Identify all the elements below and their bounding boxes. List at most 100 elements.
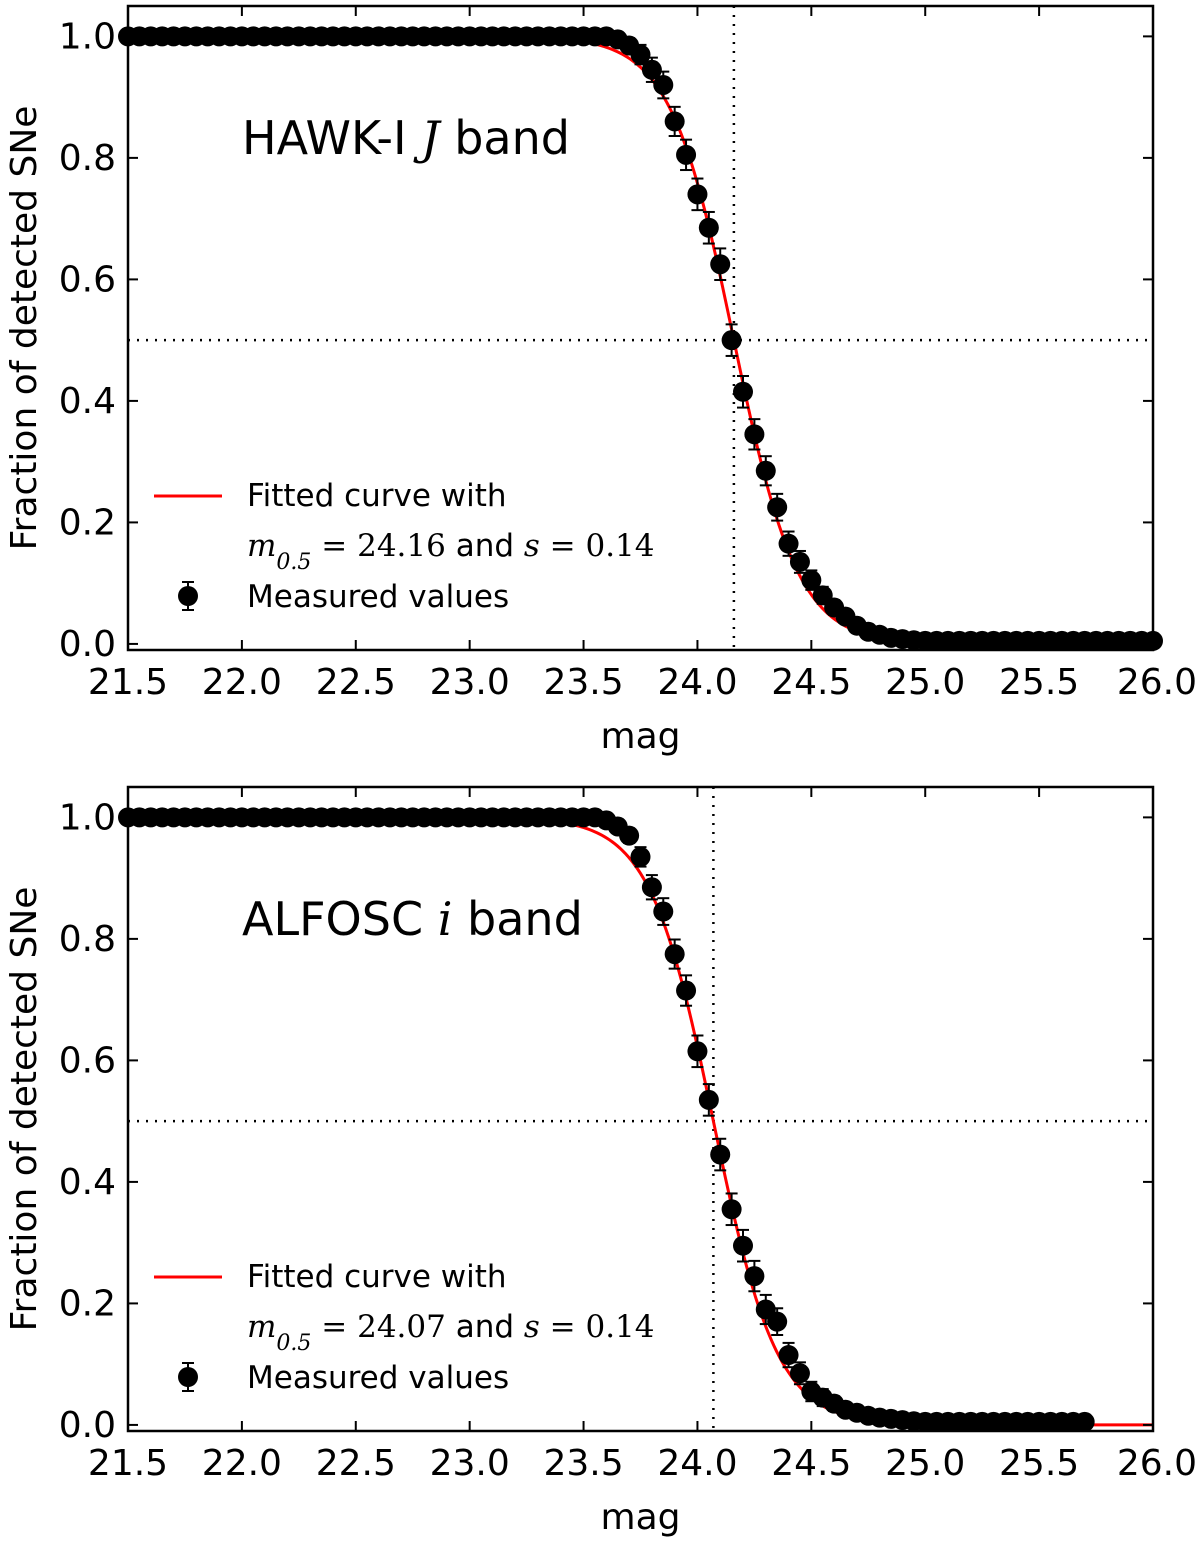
legend-fit-params: m0.5 = 24.16 and s = 0.14: [247, 528, 655, 575]
legend-points-label: Measured values: [247, 579, 509, 615]
point-marker: [733, 1235, 753, 1256]
point-marker: [641, 59, 662, 80]
point-marker: [744, 1266, 765, 1287]
point-marker: [619, 825, 640, 846]
y-tick-label: 0.6: [59, 259, 116, 300]
point-marker: [676, 144, 697, 165]
legend-point-marker: [178, 1367, 198, 1387]
point-marker: [778, 1345, 799, 1366]
point-marker: [698, 1089, 719, 1110]
legend-points-label: Measured values: [247, 1360, 509, 1396]
x-tick-label: 25.5: [999, 662, 1079, 703]
point-marker: [710, 1144, 731, 1165]
data-point: [630, 43, 651, 66]
y-tick-label: 0.8: [59, 919, 116, 960]
data-point: [698, 1083, 719, 1117]
x-tick-label: 23.5: [543, 662, 623, 703]
legend-point-marker: [178, 586, 198, 606]
measured-points-layer: [118, 807, 1095, 1432]
chart-panel-alfosc-i: 21.5 22.0 22.5 23.0 23.5 24.0 24.5 25.0 25.5 26.0…: [4, 785, 1197, 1538]
point-marker: [687, 184, 708, 205]
point-marker: [676, 980, 697, 1001]
point-marker: [789, 1363, 810, 1384]
point-marker: [664, 944, 685, 965]
y-axis-label: Fraction of detected SNe: [4, 887, 45, 1332]
x-tick-label: 22.0: [202, 662, 282, 703]
x-tick-label: 22.0: [202, 1443, 282, 1484]
data-point: [767, 492, 788, 522]
data-point: [789, 1361, 810, 1386]
x-tick-label: 21.5: [88, 662, 168, 703]
data-point: [676, 138, 697, 172]
data-point: [653, 70, 674, 100]
data-point: [664, 938, 685, 970]
x-tick-label: 25.0: [885, 1443, 965, 1484]
data-point: [778, 1341, 799, 1369]
legend-points-swatch: [178, 1362, 198, 1392]
data-point: [710, 247, 731, 282]
point-marker: [687, 1041, 708, 1062]
data-point: [698, 210, 719, 245]
point-marker: [721, 330, 742, 351]
data-point: [721, 323, 742, 357]
x-axis-label: mag: [601, 716, 681, 757]
x-tick-label: 26.0: [1117, 1443, 1197, 1484]
point-marker: [801, 570, 822, 591]
point-marker: [778, 533, 799, 554]
point-marker: [630, 44, 651, 65]
point-marker: [1074, 1411, 1095, 1432]
data-point: [641, 874, 662, 901]
axis-ticks: 21.5 22.0 22.5 23.0 23.5 24.0 24.5 25.0 25.5 26.0…: [59, 787, 1197, 1484]
point-marker: [641, 877, 662, 898]
data-point: [619, 825, 640, 846]
data-point: [801, 569, 822, 591]
y-tick-label: 0.0: [59, 624, 116, 665]
plot-frame: [126, 785, 1155, 1433]
point-marker: [653, 901, 674, 922]
y-tick-label: 0.6: [59, 1040, 116, 1081]
legend-fit-label: Fitted curve with: [247, 478, 507, 514]
point-marker: [767, 497, 788, 518]
data-point: [710, 1137, 731, 1172]
y-tick-label: 0.4: [59, 381, 116, 422]
legend-points-swatch: [178, 581, 198, 611]
x-tick-label: 24.5: [771, 1443, 851, 1484]
data-point: [653, 897, 674, 926]
point-marker: [710, 254, 731, 275]
data-point: [641, 56, 662, 83]
x-tick-label: 24.0: [657, 1443, 737, 1484]
y-tick-label: 0.4: [59, 1162, 116, 1203]
x-tick-label: 25.5: [999, 1443, 1079, 1484]
x-tick-label: 26.0: [1117, 662, 1197, 703]
data-point: [630, 846, 651, 868]
point-marker: [744, 424, 765, 445]
x-tick-label: 21.5: [88, 1443, 168, 1484]
y-tick-label: 1.0: [59, 797, 116, 838]
x-tick-label: 24.0: [657, 662, 737, 703]
y-axis-label: Fraction of detected SNe: [4, 106, 45, 551]
axis-ticks: 21.5 22.0 22.5 23.0 23.5 24.0 24.5 25.0 25.5 26.0…: [59, 6, 1197, 703]
data-point: [687, 1034, 708, 1069]
legend-fit-label: Fitted curve with: [247, 1259, 507, 1295]
data-point: [789, 549, 810, 574]
x-tick-label: 23.0: [430, 662, 510, 703]
x-tick-label: 23.5: [543, 1443, 623, 1484]
point-marker: [721, 1199, 742, 1220]
y-tick-label: 0.2: [59, 1283, 116, 1324]
point-marker: [630, 846, 651, 867]
data-point: [744, 1259, 765, 1293]
point-marker: [755, 460, 776, 481]
data-point: [676, 974, 697, 1007]
x-tick-label: 22.5: [316, 1443, 396, 1484]
data-point: [767, 1307, 788, 1337]
x-tick-label: 25.0: [885, 662, 965, 703]
data-point: [1074, 1411, 1095, 1432]
point-marker: [653, 74, 674, 95]
data-point: [664, 105, 685, 138]
plot-frame: [126, 4, 1155, 652]
data-point: [733, 1228, 753, 1263]
legend-fit-params: m0.5 = 24.07 and s = 0.14: [247, 1309, 655, 1356]
point-marker: [698, 217, 719, 238]
y-tick-label: 1.0: [59, 16, 116, 57]
